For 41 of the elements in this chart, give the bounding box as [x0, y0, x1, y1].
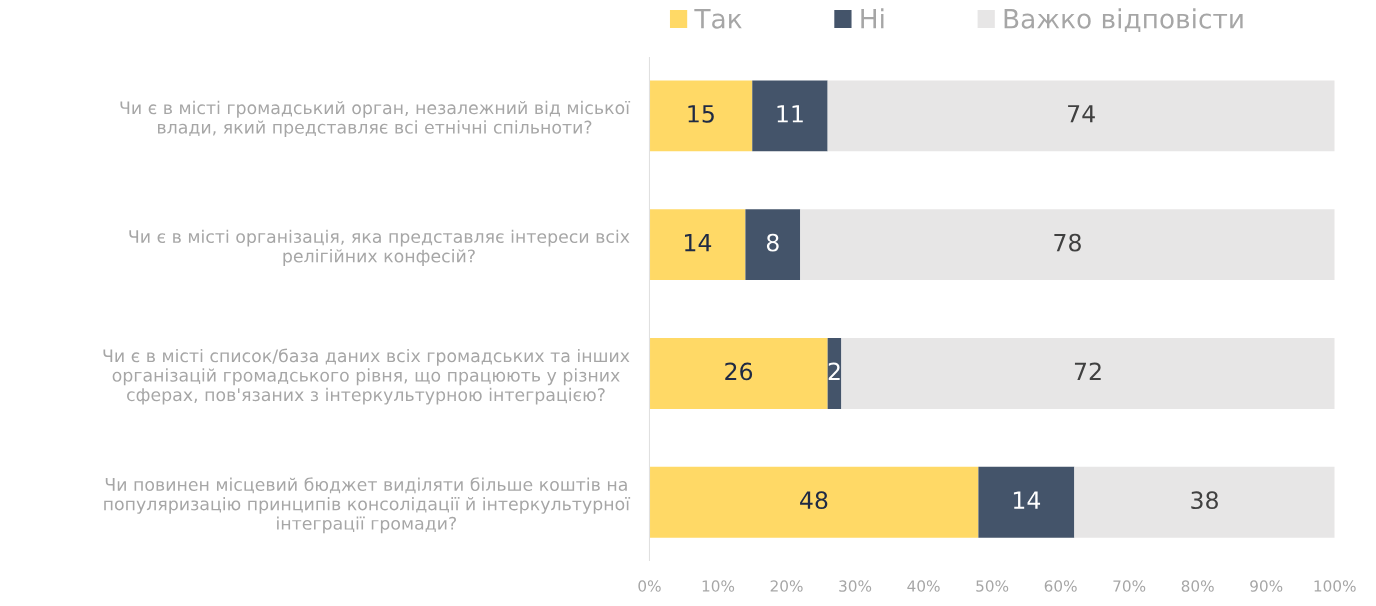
- x-tick-label: 40%: [907, 580, 940, 592]
- legend-label: Важко відповісти: [1004, 8, 1243, 32]
- data-label: 78: [1054, 233, 1081, 252]
- data-label: 48: [800, 491, 828, 510]
- x-tick-label: 30%: [839, 580, 872, 592]
- bar: [745, 209, 801, 281]
- y-tick-label: Чи є в місті список/база даних всіх громадських та інших організацій громадського рівня, що працюють у різних сферах, пов'язаних з інтеркультурною інтеграцією?: [103, 348, 630, 405]
- bar: [827, 80, 1335, 152]
- x-tick-label: 70%: [1113, 580, 1146, 592]
- data-label: 2: [828, 362, 840, 380]
- x-tick-label: 60%: [1044, 580, 1077, 592]
- bar: [649, 209, 746, 281]
- x-tick-label: 90%: [1250, 580, 1283, 592]
- data-label: 14: [685, 233, 712, 252]
- data-label: 14: [1013, 491, 1041, 509]
- bar: [649, 466, 979, 538]
- y-tick-label: Чи є в місті громадський орган, незалежний від міської влади, який представляє всі етнічні спільноти?: [120, 100, 631, 138]
- legend-label: Так: [694, 9, 742, 29]
- data-label: 26: [725, 362, 753, 381]
- bar: [1074, 466, 1335, 538]
- bar: [800, 209, 1335, 281]
- x-tick-label: 20%: [770, 580, 803, 592]
- x-tick-label: 50%: [976, 580, 1009, 592]
- data-label: 38: [1191, 491, 1218, 510]
- bar: [649, 338, 828, 409]
- data-label: 72: [1074, 362, 1101, 380]
- bar: [978, 466, 1075, 538]
- y-tick-label: Чи є в місті організація, яка представляє інтереси всіх релігійних конфесій?: [129, 229, 630, 266]
- x-tick-label: 0%: [638, 580, 661, 592]
- x-tick-label: 100%: [1314, 580, 1356, 592]
- x-tick-label: 10%: [702, 580, 735, 592]
- legend-label: Ні: [861, 8, 884, 29]
- x-tick-label: 80%: [1181, 580, 1214, 592]
- y-tick-label: Чи повинен місцевий бюджет виділяти більше коштів на популяризацію принципів консолідації й інтеркультурної інтеграції громади?: [104, 477, 631, 534]
- bar: [649, 80, 753, 152]
- data-label: 11: [777, 105, 803, 123]
- data-label: 74: [1068, 105, 1095, 123]
- bar: [752, 80, 828, 152]
- bar: [841, 338, 1335, 409]
- data-label: 8: [766, 233, 779, 252]
- data-label: 15: [688, 105, 714, 123]
